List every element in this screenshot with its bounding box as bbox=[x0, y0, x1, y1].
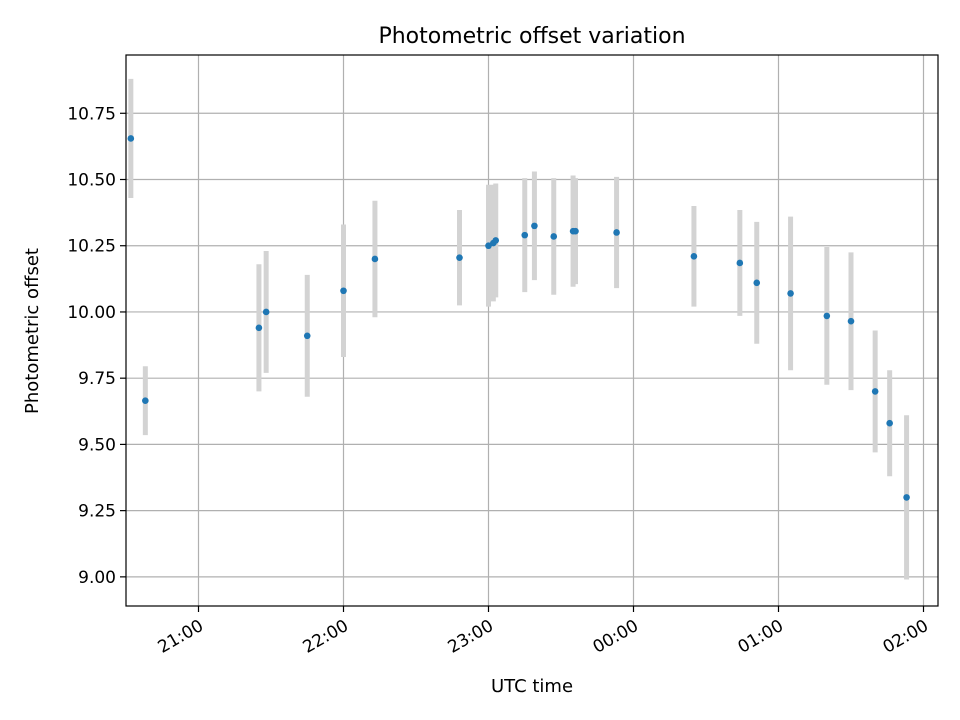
y-tick-label: 9.00 bbox=[78, 568, 116, 588]
data-point bbox=[823, 312, 831, 320]
chart-title: Photometric offset variation bbox=[378, 24, 685, 49]
data-point bbox=[550, 233, 558, 240]
data-point bbox=[690, 253, 698, 260]
data-point bbox=[303, 332, 311, 340]
y-tick-label: 9.50 bbox=[78, 435, 116, 455]
y-axis-label: Photometric offset bbox=[22, 248, 43, 414]
data-point bbox=[613, 229, 620, 236]
y-axis-ticks: 9.00 9.25 9.50 9.75 10.00 10.25 10.50 10.75 bbox=[67, 104, 126, 588]
y-tick-label: 10.00 bbox=[67, 303, 116, 323]
data-point bbox=[142, 397, 149, 404]
y-tick-label: 10.75 bbox=[67, 104, 116, 124]
data-point bbox=[787, 290, 794, 297]
data-point bbox=[886, 419, 893, 427]
data-point bbox=[753, 279, 761, 287]
y-tick-label: 10.25 bbox=[67, 237, 116, 257]
data-point bbox=[340, 287, 347, 295]
data-point bbox=[903, 494, 910, 501]
x-axis-label: UTC time bbox=[491, 676, 573, 697]
data-point bbox=[485, 242, 492, 250]
data-point bbox=[521, 231, 529, 239]
data-point bbox=[736, 259, 744, 267]
data-point bbox=[255, 324, 263, 332]
plot-area-frame bbox=[125, 54, 939, 607]
data-points bbox=[127, 135, 910, 501]
data-point bbox=[572, 227, 579, 235]
data-point bbox=[127, 135, 135, 142]
data-point bbox=[262, 308, 270, 316]
y-tick-label: 10.50 bbox=[67, 171, 116, 191]
data-point bbox=[847, 317, 855, 325]
y-tick-label: 9.75 bbox=[78, 369, 116, 389]
data-point bbox=[531, 222, 538, 230]
data-point bbox=[871, 388, 879, 395]
data-point bbox=[456, 254, 463, 261]
y-tick-label: 9.25 bbox=[78, 502, 116, 522]
data-point bbox=[371, 255, 379, 263]
data-point bbox=[492, 237, 500, 244]
